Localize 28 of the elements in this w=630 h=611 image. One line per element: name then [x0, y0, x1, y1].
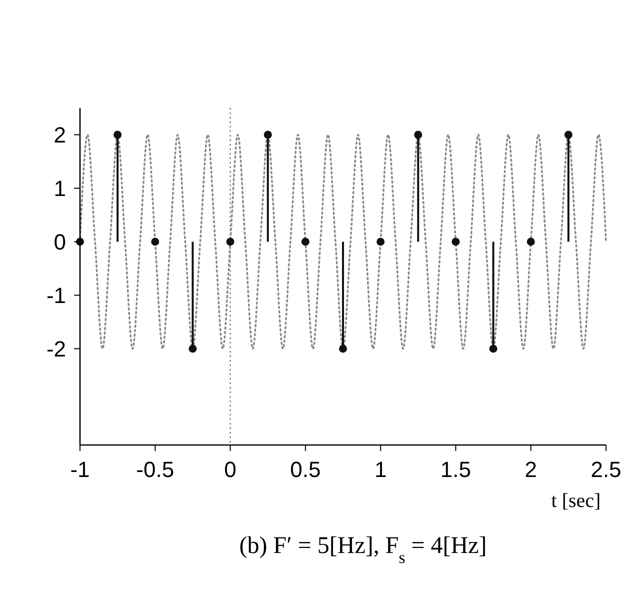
x-tick-label: 0	[224, 457, 236, 482]
point	[114, 130, 122, 139]
x-tick-label: 1.5	[440, 457, 472, 482]
point	[376, 238, 385, 246]
x-tick-label: 1	[374, 457, 387, 482]
x-tick-label: 2.5	[590, 457, 622, 482]
y-tick-label: -1	[46, 282, 66, 308]
point	[414, 130, 422, 139]
point	[339, 344, 347, 353]
point	[151, 238, 160, 246]
point	[188, 344, 197, 353]
point	[564, 130, 572, 139]
point	[526, 238, 535, 246]
x-tick-label: -1	[70, 457, 90, 482]
point	[264, 130, 272, 139]
point	[452, 238, 460, 246]
y-tick-label: 1	[54, 176, 66, 201]
text: (b) F′ = 5[Hz], F$_{s}$ = 4[Hz]	[239, 533, 487, 566]
x-tick-label: 2	[524, 457, 537, 482]
x-axis-title: t [sec]	[551, 490, 601, 512]
x-tick-label: -0.5	[136, 457, 174, 482]
y-tick-label: 0	[54, 229, 66, 254]
point	[226, 238, 234, 246]
y-tick-label: -2	[46, 336, 66, 362]
x-tick-label: 0.5	[290, 457, 321, 482]
point	[489, 344, 498, 353]
y-tick-label: 2	[54, 122, 66, 148]
point	[301, 238, 310, 246]
